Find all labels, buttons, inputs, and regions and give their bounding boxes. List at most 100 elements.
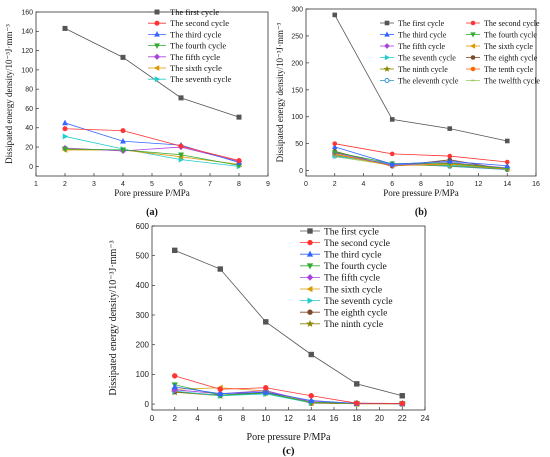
legend-swatch-marker	[383, 65, 391, 72]
legend-swatch-marker	[470, 20, 476, 26]
x-tick-label: 8	[419, 181, 423, 188]
legend-item: The ninth cycle	[300, 319, 383, 330]
series-line	[64, 28, 240, 118]
data-point	[354, 381, 360, 387]
legend-item: The first cycle	[300, 226, 379, 237]
series-1	[172, 247, 405, 399]
data-point	[504, 159, 510, 165]
legend-item: The sixth cycle	[300, 285, 382, 295]
x-tick-label: 4	[121, 181, 125, 188]
panel-label: (b)	[415, 207, 427, 218]
x-tick-label: 10	[446, 181, 454, 188]
series-line	[174, 249, 403, 397]
legend-swatch-marker	[470, 32, 476, 38]
x-tick-label: 8	[241, 414, 246, 423]
chart-panel-2: 0 2 4 6 8 10 12 14 16 0 50 100 150 200 250 300 Pore pres…	[275, 6, 540, 218]
panel-label: (a)	[146, 207, 158, 218]
legend-label: The sixth cycle	[484, 42, 533, 51]
y-tick-label: 400	[136, 281, 150, 290]
legend-item: The fourth cycle	[300, 261, 387, 272]
legend-swatch-marker	[154, 9, 160, 15]
series-line	[334, 152, 508, 169]
data-point	[389, 161, 395, 167]
legend-swatch-marker	[154, 31, 160, 37]
x-tick-label: 1	[34, 181, 38, 188]
x-tick-label: 9	[266, 181, 270, 188]
legend-item: The second cycle	[300, 239, 390, 249]
x-tick-label: 8	[237, 181, 241, 188]
data-point	[263, 385, 269, 391]
y-tick-label: 100	[136, 370, 150, 379]
y-tick-label: 0	[145, 400, 150, 409]
legend-label: The first cycle	[324, 226, 379, 237]
legend-item: The fourth cycle	[148, 41, 226, 51]
plot-frame	[35, 11, 269, 177]
legend-label: The seventh cycle	[170, 74, 232, 84]
y-tick-label: 300	[136, 311, 150, 320]
series-2	[332, 141, 510, 165]
series-line	[174, 375, 403, 404]
legend-label: The tenth cycle	[484, 65, 534, 74]
x-axis-label: Pore pressure P/MPa	[114, 188, 190, 198]
chart-panel-1: 1 2 3 4 5 6 7 8 9 0 20 40 60 80 100 120 140 160 Pore press…	[4, 7, 270, 218]
y-tick-label: 600	[136, 222, 150, 231]
series-line	[64, 128, 240, 161]
data-point	[236, 158, 242, 164]
legend-swatch-marker	[384, 54, 391, 61]
legend-label: The third cycle	[398, 30, 447, 39]
y-tick-label: 300	[291, 6, 303, 13]
y-tick-label: 80	[25, 87, 33, 94]
data-point	[62, 25, 68, 31]
x-tick-label: 6	[179, 181, 183, 188]
data-point	[178, 95, 184, 101]
series-line	[334, 151, 508, 169]
legend-item: The tenth cycle	[466, 65, 534, 74]
data-point	[178, 143, 184, 149]
x-tick-label: 20	[375, 414, 384, 423]
series-2	[62, 126, 242, 164]
data-point	[504, 162, 510, 168]
series-6	[61, 147, 242, 168]
series-line	[65, 149, 240, 165]
legend-item: The third cycle	[148, 29, 222, 39]
series-3	[332, 143, 510, 168]
legend-label: The twelfth cycle	[484, 76, 540, 85]
x-tick-label: 4	[195, 414, 200, 423]
x-tick-label: 2	[333, 181, 337, 188]
data-point	[399, 393, 405, 399]
legend-label: The first cycle	[398, 19, 445, 28]
y-tick-label: 140	[21, 29, 33, 36]
data-point	[332, 141, 338, 146]
x-tick-label: 12	[284, 414, 293, 423]
series-line	[334, 14, 508, 142]
data-point	[504, 138, 510, 144]
legend-item: The eleventh cycle	[380, 76, 459, 85]
legend-item: The third cycle	[380, 30, 447, 39]
legend-item: The eighth cycle	[466, 53, 538, 62]
legend-swatch-marker	[307, 228, 313, 234]
legend-item: The first cycle	[380, 19, 445, 28]
x-tick-label: 14	[503, 181, 511, 188]
y-axis-label: Dissipated energy density/10⁻³J·mm⁻³	[4, 24, 14, 164]
legend-item: The fifth cycle	[300, 273, 380, 284]
data-point	[389, 151, 395, 157]
x-tick-label: 7	[208, 181, 212, 188]
legend-label: The fifth cycle	[398, 42, 446, 51]
legend-item: The third cycle	[300, 251, 382, 261]
data-point	[308, 396, 315, 403]
data-point	[354, 400, 360, 406]
data-point	[447, 153, 453, 159]
series-1	[332, 12, 510, 144]
data-point	[171, 383, 178, 390]
legend-swatch-marker	[384, 43, 390, 49]
x-tick-label: 0	[150, 414, 155, 423]
panel-label: (c)	[282, 445, 295, 457]
x-tick-label: 22	[398, 414, 407, 423]
legend-swatch-marker	[470, 55, 476, 60]
y-tick-label: 100	[291, 114, 303, 121]
x-tick-label: 24	[421, 414, 430, 423]
data-point	[172, 373, 178, 379]
data-point	[62, 133, 69, 140]
